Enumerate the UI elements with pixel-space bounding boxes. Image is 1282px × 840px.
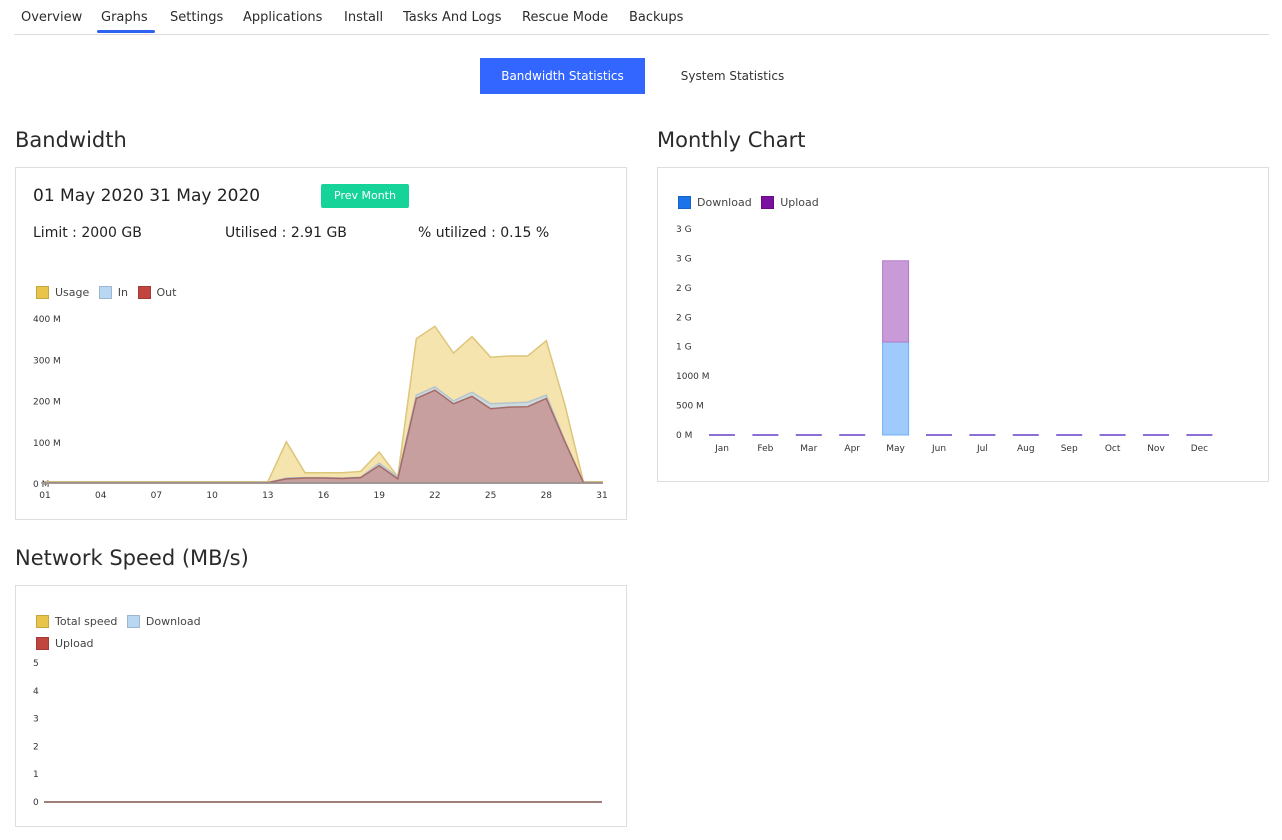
tab-applications[interactable]: Applications (243, 10, 323, 25)
legend-upload[interactable]: Upload (761, 196, 819, 209)
legend-net-download-label: Download (145, 615, 201, 628)
net-upload-swatch (36, 637, 49, 650)
legend-usage[interactable]: Usage (36, 286, 89, 299)
utilised-text: Utilised : 2.91 GB (225, 225, 347, 241)
legend-download[interactable]: Download (678, 196, 752, 209)
net-download-swatch (126, 615, 140, 628)
legend-download-label: Download (697, 196, 752, 209)
legend-out-label: Out (156, 286, 177, 299)
legend-usage-label: Usage (55, 286, 90, 299)
bandwidth-title: Bandwidth (15, 128, 127, 152)
legend-out[interactable]: Out (137, 286, 177, 299)
tab-graphs[interactable]: Graphs (101, 10, 148, 25)
legend-upload-label: Upload (780, 196, 819, 209)
percent-utilized-text: % utilized : 0.15 % (418, 225, 550, 241)
system-statistics-button[interactable]: System Statistics (680, 69, 785, 83)
bandwidth-legend: Usage In Out (36, 286, 182, 302)
tab-overview[interactable]: Overview (21, 10, 83, 25)
out-swatch (137, 286, 151, 299)
in-swatch (98, 286, 112, 299)
bandwidth-statistics-button[interactable]: Bandwidth Statistics (480, 58, 645, 94)
network-legend: Total speed Download (36, 615, 207, 631)
date-range: 01 May 2020 31 May 2020 (33, 186, 261, 206)
tab-settings[interactable]: Settings (170, 10, 224, 25)
usage-swatch (36, 286, 49, 299)
main-tabs: Overview Graphs Settings Applications In… (14, 0, 1269, 35)
limit-text: Limit : 2000 GB (33, 225, 142, 241)
total-speed-swatch (36, 615, 49, 628)
legend-total-speed[interactable]: Total speed (36, 615, 117, 628)
legend-net-upload-label: Upload (55, 637, 94, 650)
tab-install[interactable]: Install (344, 10, 384, 25)
tab-tasks-and-logs[interactable]: Tasks And Logs (403, 10, 502, 25)
legend-in-label: In (117, 286, 128, 299)
network-legend-row2: Upload (36, 637, 100, 653)
legend-in[interactable]: In (98, 286, 128, 299)
tab-rescue-mode[interactable]: Rescue Mode (522, 10, 609, 25)
upload-swatch (761, 196, 775, 209)
legend-net-upload[interactable]: Upload (36, 637, 94, 650)
legend-total-speed-label: Total speed (55, 615, 118, 628)
network-speed-title: Network Speed (MB/s) (15, 546, 249, 570)
legend-net-download[interactable]: Download (126, 615, 201, 628)
monthly-legend: Download Upload (678, 196, 825, 212)
prev-month-button[interactable]: Prev Month (321, 184, 409, 208)
download-swatch (678, 196, 691, 209)
active-tab-indicator (97, 30, 155, 33)
bandwidth-panel: 01 May 2020 31 May 2020 Prev Month Limit… (15, 167, 627, 520)
tab-backups[interactable]: Backups (629, 10, 684, 25)
monthly-chart-panel: Download Upload (657, 167, 1269, 482)
network-speed-panel: Total speed Download Upload (15, 585, 627, 827)
monthly-chart-title: Monthly Chart (657, 128, 806, 152)
